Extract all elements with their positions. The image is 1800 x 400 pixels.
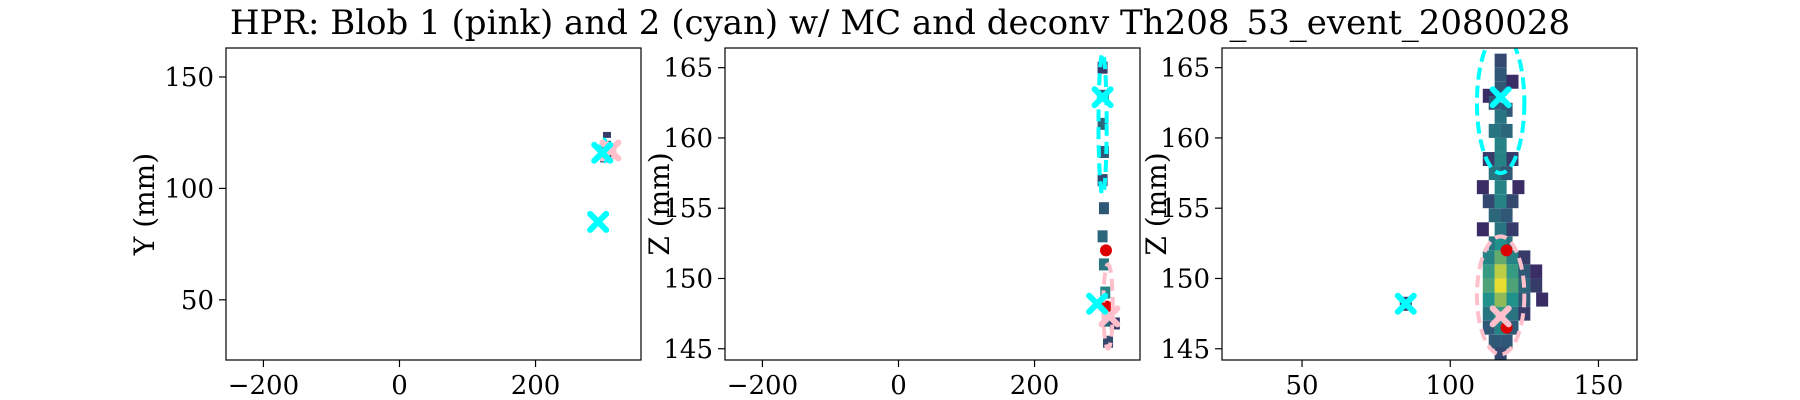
panels: −200 0 200 50 100 150 Y (mm) −200 0 200 145 150 155 1… <box>128 47 1638 400</box>
x-tick-label: 200 <box>1010 371 1060 400</box>
hit-cell <box>1530 278 1543 293</box>
hit-cell <box>1506 264 1519 279</box>
hit-cell <box>1494 278 1507 293</box>
x-tick-label: −200 <box>228 371 299 400</box>
x-tick-label: 50 <box>1285 371 1318 400</box>
y-tick-label: 165 <box>1160 54 1210 84</box>
figure-title: HPR: Blob 1 (pink) and 2 (cyan) w/ MC an… <box>230 3 1570 43</box>
y-tick-label: 160 <box>1160 124 1210 154</box>
y-tick-label: 150 <box>663 264 713 294</box>
hit-cell <box>1098 258 1109 271</box>
hit-cell <box>602 131 611 138</box>
hit-cell <box>1482 292 1495 307</box>
y-tick-label: 165 <box>663 54 713 84</box>
blob2-center-marker <box>1489 86 1512 109</box>
hit-cell <box>1494 67 1507 82</box>
hit-cell <box>1494 347 1507 360</box>
hit-cell <box>1494 152 1507 167</box>
y-tick-label: 150 <box>164 63 214 93</box>
hit-cell <box>1476 222 1489 237</box>
hit-cell <box>1512 180 1525 195</box>
panel-xy: −200 0 200 50 100 150 Y (mm) <box>128 47 642 400</box>
hit-cell <box>1506 152 1519 167</box>
plot-area <box>1086 51 1121 351</box>
hit-cell <box>1494 109 1507 124</box>
hit-cell <box>1500 334 1513 349</box>
y-axis-label: Z (mm) <box>643 152 676 255</box>
hit-cell <box>1482 152 1495 167</box>
hit-cell <box>1506 222 1519 237</box>
hit-cell <box>1482 278 1495 293</box>
y-tick-label: 160 <box>663 124 713 154</box>
x-tick-label: 150 <box>1574 371 1624 400</box>
blob1-center-marker <box>1489 305 1512 328</box>
hit-cell <box>1494 180 1507 195</box>
hit-cell <box>1530 264 1543 279</box>
mc-point <box>1099 244 1112 257</box>
blob2-center-marker <box>591 141 614 164</box>
mc-point <box>1500 244 1513 257</box>
x-tick-label: −200 <box>727 371 798 400</box>
hit-cell <box>1482 264 1495 279</box>
plot-area <box>1394 48 1549 360</box>
panel-xz: −200 0 200 145 150 155 160 165 Z (mm) <box>643 47 1141 400</box>
hit-cell <box>1097 174 1108 187</box>
hit-cell <box>1506 278 1519 293</box>
hit-cell <box>1494 194 1507 209</box>
axes-frame <box>225 47 642 361</box>
y-tick-label: 145 <box>663 335 713 365</box>
hit-cell <box>1506 292 1519 307</box>
x-tick-label: 200 <box>511 371 561 400</box>
hit-cell <box>1536 292 1549 307</box>
plot-area <box>587 131 622 233</box>
hit-cell <box>1097 230 1108 243</box>
hit-cell <box>1482 250 1495 265</box>
axes-frame <box>1221 47 1638 361</box>
y-tick-label: 155 <box>1160 194 1210 224</box>
hit-cell <box>1482 194 1495 209</box>
y-tick-label: 145 <box>1160 335 1210 365</box>
hit-cell <box>1494 137 1507 152</box>
blob2-center-marker <box>1091 86 1114 109</box>
blob2-center-marker <box>587 210 610 233</box>
hit-cell <box>1098 146 1109 158</box>
hit-cell <box>1494 264 1507 279</box>
blob2-center-marker <box>1086 292 1109 315</box>
hit-cell <box>1097 61 1108 74</box>
hit-cell <box>1488 123 1501 138</box>
hit-cell <box>1476 180 1489 195</box>
hit-cell <box>1500 208 1513 223</box>
hit-cell <box>1500 123 1513 138</box>
hit-cell <box>1494 53 1507 68</box>
blob1-ellipse <box>1474 234 1527 357</box>
hit-cell <box>1506 74 1519 89</box>
y-axis-label: Y (mm) <box>128 153 161 256</box>
blob2-ellipse <box>1096 51 1109 197</box>
hit-cell <box>1488 334 1501 349</box>
hit-cell <box>1098 202 1109 215</box>
x-tick-label: 0 <box>890 371 907 400</box>
hit-cell <box>1097 117 1108 130</box>
hit-cell <box>1494 222 1507 237</box>
hit-cell <box>1506 194 1519 209</box>
x-tick-label: 100 <box>1425 371 1475 400</box>
hit-cell <box>1494 292 1507 307</box>
axes-frame <box>724 47 1141 361</box>
blob2-center-marker <box>1394 292 1417 315</box>
y-tick-label: 155 <box>663 194 713 224</box>
y-axis-label: Z (mm) <box>1140 152 1173 255</box>
y-tick-label: 150 <box>1160 264 1210 294</box>
y-tick-label: 100 <box>164 174 214 204</box>
panel-yz: 50 100 150 145 150 155 160 165 Z (mm) <box>1140 47 1638 400</box>
y-tick-label: 50 <box>181 286 214 316</box>
hit-cell <box>1103 335 1114 348</box>
blob2-ellipse <box>1474 48 1527 176</box>
x-tick-label: 0 <box>391 371 408 400</box>
hit-cell <box>1488 208 1501 223</box>
blob1-ellipse <box>1101 262 1115 351</box>
